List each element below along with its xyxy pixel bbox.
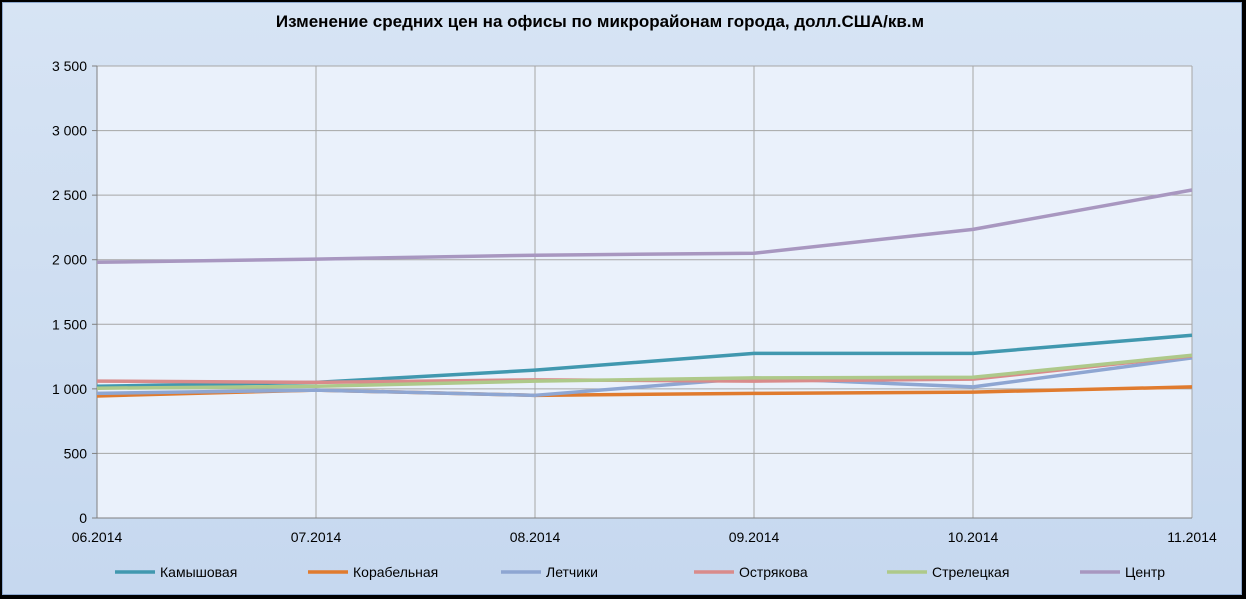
x-tick-label: 08.2014 — [510, 529, 561, 545]
x-tick-label: 10.2014 — [948, 529, 999, 545]
series-line-6 — [96, 188, 1193, 265]
legend-label: Острякова — [739, 564, 808, 580]
legend-label: Корабельная — [353, 564, 438, 580]
series-line-5 — [96, 353, 1193, 390]
y-tick-label: 1 000 — [52, 381, 87, 397]
legend-label: Камышовая — [160, 564, 237, 580]
y-tick-label: 0 — [79, 510, 87, 526]
legend-label: Летчики — [546, 564, 598, 580]
legend-label: Стрелецкая — [932, 564, 1009, 580]
y-tick-label: 500 — [64, 445, 88, 461]
chart-title: Изменение средних цен на офисы по микрор… — [275, 12, 925, 31]
x-tick-label: 09.2014 — [729, 529, 780, 545]
x-tick-label: 11.2014 — [1167, 529, 1217, 545]
y-tick-label: 2 500 — [52, 187, 87, 203]
legend-label: Центр — [1125, 564, 1165, 580]
x-tick-label: 07.2014 — [291, 529, 342, 545]
y-tick-label: 3 500 — [52, 58, 87, 74]
y-tick-label: 3 000 — [52, 123, 87, 139]
y-tick-label: 2 000 — [52, 252, 87, 268]
series-line-3 — [96, 356, 1193, 398]
y-tick-label: 1 500 — [52, 316, 87, 332]
x-tick-label: 06.2014 — [72, 529, 123, 545]
plot-area — [97, 66, 1192, 518]
